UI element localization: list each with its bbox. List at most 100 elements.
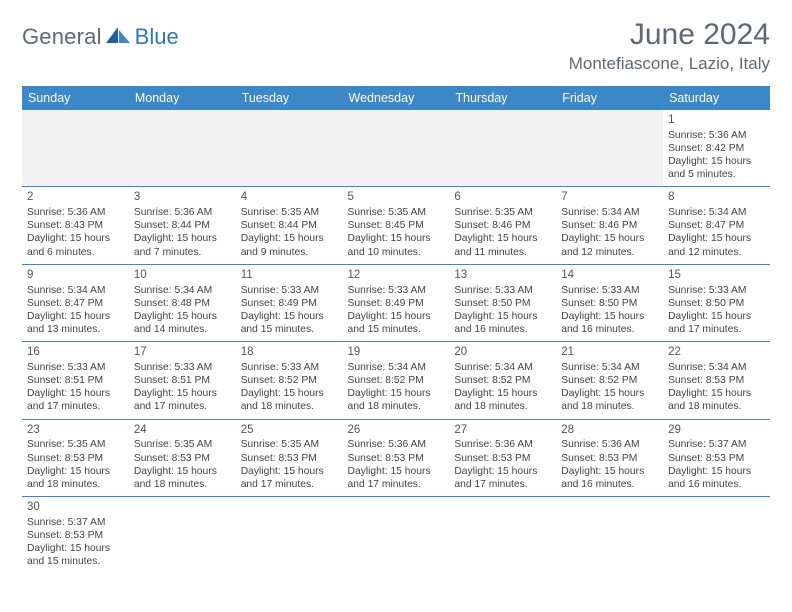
day-number: 21 [561,345,658,360]
daylight-line: Daylight: 15 hours and 18 minutes. [561,387,658,413]
sunset-line: Sunset: 8:53 PM [348,452,445,465]
sunrise-line: Sunrise: 5:35 AM [454,206,551,219]
day-number: 1 [668,113,765,128]
generalblue-logo: General Blue [22,18,179,50]
sunrise-line: Sunrise: 5:36 AM [561,438,658,451]
day-number: 5 [348,190,445,205]
daylight-line: Daylight: 15 hours and 15 minutes. [241,310,338,336]
sunrise-line: Sunrise: 5:34 AM [348,361,445,374]
day-cell: 30Sunrise: 5:37 AMSunset: 8:53 PMDayligh… [22,497,129,574]
weekday-heading: Thursday [449,86,556,110]
week-row: 30Sunrise: 5:37 AMSunset: 8:53 PMDayligh… [22,497,770,574]
daylight-line: Daylight: 15 hours and 17 minutes. [668,310,765,336]
sunrise-line: Sunrise: 5:34 AM [561,361,658,374]
sunrise-line: Sunrise: 5:34 AM [134,284,231,297]
day-cell: 10Sunrise: 5:34 AMSunset: 8:48 PMDayligh… [129,264,236,341]
trailing-empty-cell [129,497,236,574]
daylight-line: Daylight: 15 hours and 11 minutes. [454,232,551,258]
blank-cell [236,110,343,187]
day-number: 9 [27,268,124,283]
sunrise-line: Sunrise: 5:34 AM [668,206,765,219]
sunset-line: Sunset: 8:47 PM [668,219,765,232]
blank-cell [129,110,236,187]
daylight-line: Daylight: 15 hours and 18 minutes. [348,387,445,413]
sunset-line: Sunset: 8:53 PM [241,452,338,465]
day-cell: 14Sunrise: 5:33 AMSunset: 8:50 PMDayligh… [556,264,663,341]
day-number: 20 [454,345,551,360]
sunset-line: Sunset: 8:53 PM [134,452,231,465]
weekday-header-row: Sunday Monday Tuesday Wednesday Thursday… [22,86,770,110]
daylight-line: Daylight: 15 hours and 15 minutes. [348,310,445,336]
sunset-line: Sunset: 8:47 PM [27,297,124,310]
sunrise-line: Sunrise: 5:35 AM [348,206,445,219]
day-cell: 5Sunrise: 5:35 AMSunset: 8:45 PMDaylight… [343,187,450,264]
day-number: 26 [348,423,445,438]
sunrise-line: Sunrise: 5:35 AM [27,438,124,451]
sunset-line: Sunset: 8:53 PM [454,452,551,465]
sunset-line: Sunset: 8:53 PM [668,452,765,465]
week-row: 23Sunrise: 5:35 AMSunset: 8:53 PMDayligh… [22,419,770,496]
day-cell: 4Sunrise: 5:35 AMSunset: 8:44 PMDaylight… [236,187,343,264]
weekday-heading: Tuesday [236,86,343,110]
sunset-line: Sunset: 8:46 PM [561,219,658,232]
calendar-table: Sunday Monday Tuesday Wednesday Thursday… [22,86,770,573]
day-cell: 25Sunrise: 5:35 AMSunset: 8:53 PMDayligh… [236,419,343,496]
sunset-line: Sunset: 8:50 PM [454,297,551,310]
daylight-line: Daylight: 15 hours and 16 minutes. [668,465,765,491]
day-number: 17 [134,345,231,360]
sunset-line: Sunset: 8:52 PM [241,374,338,387]
day-cell: 16Sunrise: 5:33 AMSunset: 8:51 PMDayligh… [22,342,129,419]
daylight-line: Daylight: 15 hours and 17 minutes. [241,465,338,491]
logo-sail-icon [104,25,132,50]
daylight-line: Daylight: 15 hours and 12 minutes. [668,232,765,258]
daylight-line: Daylight: 15 hours and 17 minutes. [134,387,231,413]
weekday-heading: Wednesday [343,86,450,110]
daylight-line: Daylight: 15 hours and 17 minutes. [27,387,124,413]
trailing-empty-cell [236,497,343,574]
daylight-line: Daylight: 15 hours and 17 minutes. [348,465,445,491]
day-cell: 26Sunrise: 5:36 AMSunset: 8:53 PMDayligh… [343,419,450,496]
daylight-line: Daylight: 15 hours and 15 minutes. [27,542,124,568]
sunset-line: Sunset: 8:45 PM [348,219,445,232]
week-row: 2Sunrise: 5:36 AMSunset: 8:43 PMDaylight… [22,187,770,264]
sunset-line: Sunset: 8:50 PM [561,297,658,310]
sunset-line: Sunset: 8:53 PM [561,452,658,465]
day-cell: 18Sunrise: 5:33 AMSunset: 8:52 PMDayligh… [236,342,343,419]
day-cell: 9Sunrise: 5:34 AMSunset: 8:47 PMDaylight… [22,264,129,341]
sunset-line: Sunset: 8:46 PM [454,219,551,232]
day-number: 7 [561,190,658,205]
day-number: 16 [27,345,124,360]
sunrise-line: Sunrise: 5:34 AM [454,361,551,374]
sunrise-line: Sunrise: 5:33 AM [241,284,338,297]
trailing-empty-cell [556,497,663,574]
daylight-line: Daylight: 15 hours and 9 minutes. [241,232,338,258]
sunrise-line: Sunrise: 5:36 AM [348,438,445,451]
sunset-line: Sunset: 8:44 PM [134,219,231,232]
sunrise-line: Sunrise: 5:36 AM [134,206,231,219]
header: General Blue June 2024 Montefiascone, La… [22,18,770,74]
day-number: 24 [134,423,231,438]
week-row: 1Sunrise: 5:36 AMSunset: 8:42 PMDaylight… [22,110,770,187]
day-cell: 19Sunrise: 5:34 AMSunset: 8:52 PMDayligh… [343,342,450,419]
sunrise-line: Sunrise: 5:35 AM [241,206,338,219]
day-cell: 23Sunrise: 5:35 AMSunset: 8:53 PMDayligh… [22,419,129,496]
month-title: June 2024 [569,18,770,52]
day-cell: 29Sunrise: 5:37 AMSunset: 8:53 PMDayligh… [663,419,770,496]
sunrise-line: Sunrise: 5:34 AM [668,361,765,374]
daylight-line: Daylight: 15 hours and 10 minutes. [348,232,445,258]
weekday-heading: Saturday [663,86,770,110]
day-cell: 20Sunrise: 5:34 AMSunset: 8:52 PMDayligh… [449,342,556,419]
sunset-line: Sunset: 8:49 PM [241,297,338,310]
day-cell: 17Sunrise: 5:33 AMSunset: 8:51 PMDayligh… [129,342,236,419]
daylight-line: Daylight: 15 hours and 16 minutes. [561,465,658,491]
weekday-heading: Sunday [22,86,129,110]
sunrise-line: Sunrise: 5:33 AM [668,284,765,297]
sunrise-line: Sunrise: 5:33 AM [561,284,658,297]
sunrise-line: Sunrise: 5:33 AM [134,361,231,374]
sunrise-line: Sunrise: 5:33 AM [348,284,445,297]
sunrise-line: Sunrise: 5:33 AM [241,361,338,374]
title-block: June 2024 Montefiascone, Lazio, Italy [569,18,770,74]
day-cell: 24Sunrise: 5:35 AMSunset: 8:53 PMDayligh… [129,419,236,496]
daylight-line: Daylight: 15 hours and 5 minutes. [668,155,765,181]
day-cell: 2Sunrise: 5:36 AMSunset: 8:43 PMDaylight… [22,187,129,264]
